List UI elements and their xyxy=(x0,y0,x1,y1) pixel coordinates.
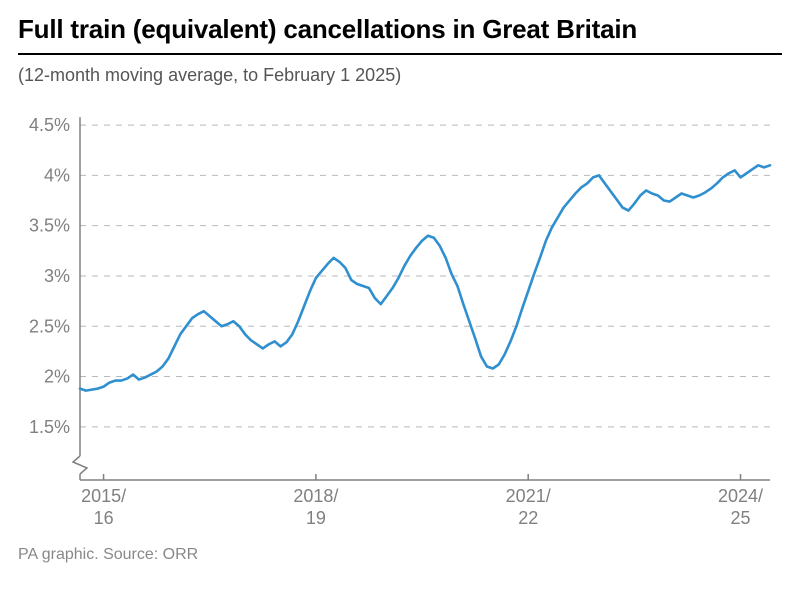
y-tick-label: 2.5% xyxy=(29,316,70,336)
x-tick-label: 2015/ xyxy=(81,486,126,506)
y-tick-label: 3% xyxy=(44,266,70,286)
y-tick-label: 4% xyxy=(44,165,70,185)
x-tick-label-2: 16 xyxy=(94,508,114,528)
chart-container: Full train (equivalent) cancellations in… xyxy=(0,0,800,598)
x-tick-label: 2021/ xyxy=(506,486,551,506)
chart-area: 1.5% 2% 2.5% 3% 3.5% 4% 4.5% 2015/16 2018/19 2021… xyxy=(18,100,782,530)
x-tick-label-2: 25 xyxy=(730,508,750,528)
chart-source: PA graphic. Source: ORR xyxy=(18,546,782,564)
y-tick-label: 4.5% xyxy=(29,115,70,135)
axis-break-icon xyxy=(73,456,87,474)
title-rule xyxy=(18,53,782,55)
x-tick-label: 2018/ xyxy=(293,486,338,506)
x-tick-label-2: 22 xyxy=(518,508,538,528)
chart-subtitle: (12-month moving average, to February 1 … xyxy=(18,65,782,86)
line-chart: 1.5% 2% 2.5% 3% 3.5% 4% 4.5% 2015/16 2018/19 2021… xyxy=(18,100,778,530)
y-tick-label: 3.5% xyxy=(29,216,70,236)
y-tick-label: 1.5% xyxy=(29,417,70,437)
x-tick-label-2: 19 xyxy=(306,508,326,528)
data-line xyxy=(80,165,770,390)
y-tick-label: 2% xyxy=(44,367,70,387)
chart-title: Full train (equivalent) cancellations in… xyxy=(18,14,782,45)
x-tick-label: 2024/ xyxy=(718,486,763,506)
